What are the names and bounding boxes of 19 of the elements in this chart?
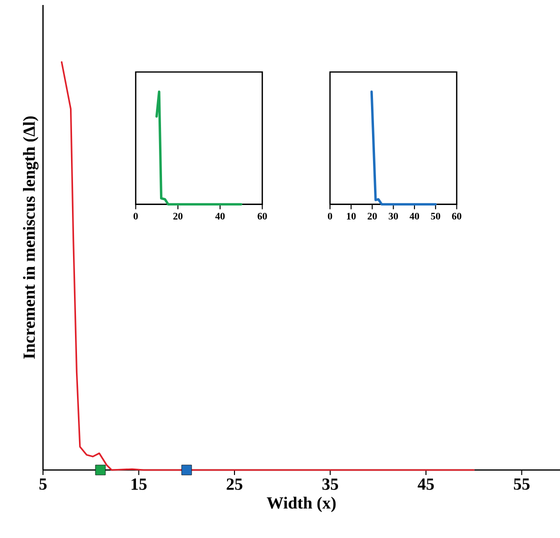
x-tick-label: 60 [452,212,462,220]
x-tick-label: 20 [368,212,377,220]
x-tick-label: 60 [258,212,267,220]
x-tick-label: 40 [215,212,225,220]
x-tick-label: 15 [132,478,147,490]
x-tick-label: 25 [226,478,242,490]
x-tick-label: 40 [410,212,420,220]
x-tick-label: 0 [328,212,332,220]
x-tick-label: 45 [418,478,434,490]
x-tick-label: 50 [431,212,440,220]
x-tick-label: 5 [39,478,47,490]
x-tick-label: 10 [346,212,356,220]
x-tick-label: 0 [134,212,138,220]
x-tick-label: 35 [322,478,338,490]
x-tick-label: 30 [388,212,398,220]
y-axis-title: Increment in meniscus length (Δl) [22,116,38,359]
x-axis-title: Width (x) [266,496,336,512]
x-tick-label: 20 [173,212,183,220]
x-tick-label: 55 [514,478,530,490]
